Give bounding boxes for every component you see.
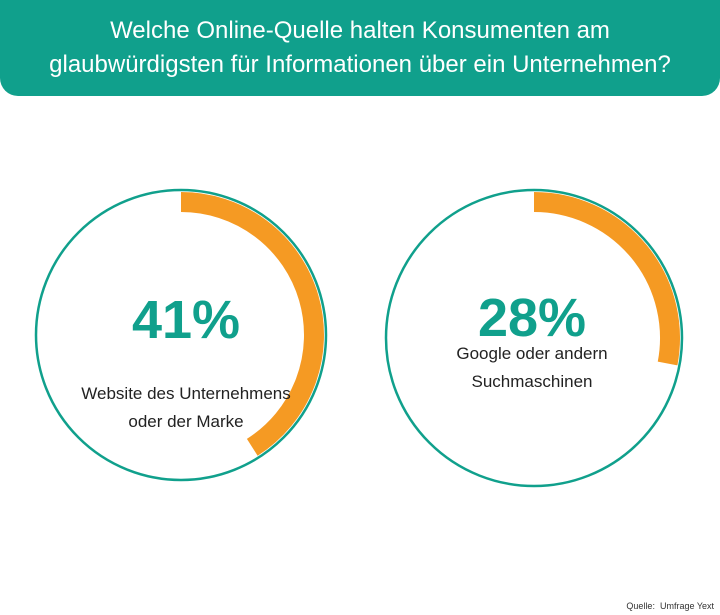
source-note: Quelle: Umfrage Yext xyxy=(626,601,714,611)
donut-chart-search xyxy=(384,188,684,488)
chart-title-line-2: glaubwürdigsten für Informationen über e… xyxy=(49,51,671,78)
label-search-line-1: Google oder andern xyxy=(456,344,608,363)
label-website: Website des Unternehmens oder der Marke xyxy=(56,380,316,436)
source-name: Umfrage Yext xyxy=(659,601,714,611)
title-banner: Welche Online-Quelle halten Konsumenten … xyxy=(0,0,720,96)
donut-arc-search xyxy=(533,192,680,366)
label-website-line-2: oder der Marke xyxy=(128,412,244,431)
chart-title-line-1: Welche Online-Quelle halten Konsumenten … xyxy=(110,17,610,44)
label-search-line-2: Suchmaschinen xyxy=(471,372,593,391)
percent-value-website: 41% xyxy=(131,290,241,350)
percent-value-search: 28% xyxy=(477,288,587,348)
label-search: Google oder andern Suchmaschinen xyxy=(422,340,642,396)
donut-arc-website xyxy=(180,192,324,456)
label-website-line-1: Website des Unternehmens xyxy=(81,384,291,403)
donut-track-search xyxy=(384,188,684,488)
donut-track-website xyxy=(34,188,328,482)
donut-chart-website xyxy=(34,188,328,482)
source-prefix: Quelle: xyxy=(626,601,655,611)
